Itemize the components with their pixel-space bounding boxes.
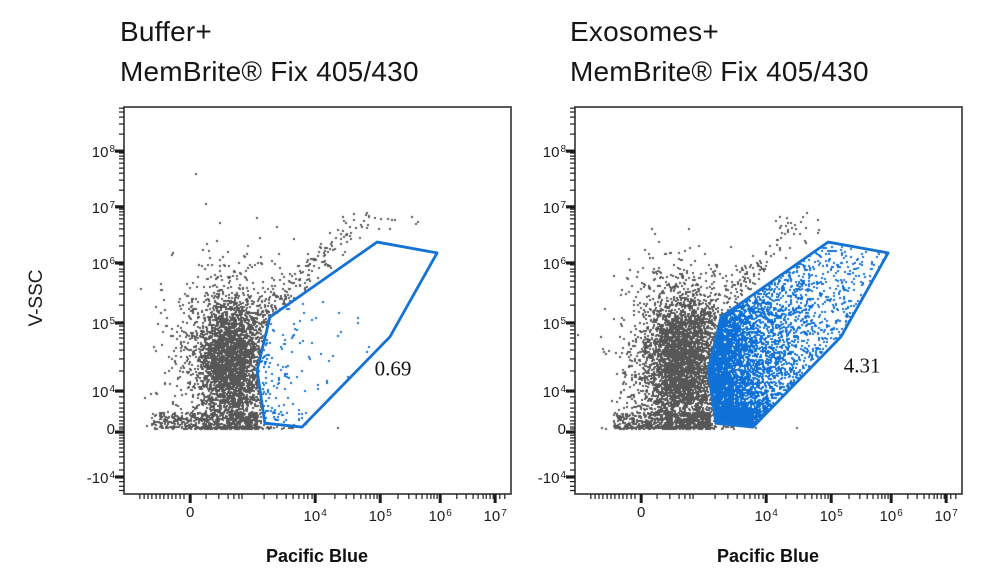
plot-frame-exosomes — [566, 106, 963, 503]
title-line-1: Buffer+ — [120, 16, 212, 47]
y-tick-label: 106 — [542, 255, 566, 273]
x-tick-label: 104 — [303, 508, 327, 525]
x-tick-label: 104 — [754, 508, 778, 525]
y-axis-title: V-SSC — [26, 269, 47, 327]
y-tick-label: 106 — [91, 255, 115, 273]
x-axis-title-buffer: Pacific Blue — [265, 546, 369, 566]
panel-buffer-title: Buffer+ MemBrite® Fix 405/430 — [120, 12, 419, 92]
scatter-dots-buffer — [124, 107, 511, 494]
x-tick-label: 0 — [637, 504, 646, 521]
y-tick-label: 0 — [106, 421, 115, 439]
y-ticks — [566, 107, 575, 492]
y-tick-label: -104 — [86, 469, 115, 487]
y-tick-label: 0 — [557, 421, 566, 439]
y-tick-label: 108 — [91, 144, 115, 162]
scatter-dots-exosomes — [575, 107, 962, 494]
y-tick-label: -104 — [537, 469, 566, 487]
x-tick-label: 107 — [934, 508, 958, 525]
y-tick-label: 107 — [542, 199, 566, 217]
x-ticks — [139, 494, 506, 503]
plot-border — [123, 106, 512, 495]
title-line-1: Exosomes+ — [570, 16, 719, 47]
plot-border — [574, 106, 963, 495]
plot-frame-buffer — [115, 106, 512, 503]
title-line-2: MemBrite® Fix 405/430 — [570, 56, 869, 87]
y-tick-label: 107 — [91, 199, 115, 217]
x-axis-title-exosomes: Pacific Blue — [716, 546, 820, 566]
x-ticks — [590, 494, 957, 503]
x-tick-label: 105 — [368, 508, 392, 525]
x-tick-label: 105 — [819, 508, 843, 525]
title-line-2: MemBrite® Fix 405/430 — [120, 56, 419, 87]
x-tick-label: 0 — [186, 504, 195, 521]
gate-polygon — [706, 240, 890, 429]
gate-percentage-buffer: 0.69 — [374, 356, 412, 381]
x-tick-label: 107 — [483, 508, 507, 525]
gate-percentage-exosomes: 4.31 — [843, 353, 881, 378]
y-tick-label: 104 — [91, 384, 115, 402]
panel-exosomes-title: Exosomes+ MemBrite® Fix 405/430 — [570, 12, 869, 92]
y-tick-label: 104 — [542, 384, 566, 402]
x-tick-label: 106 — [428, 508, 452, 525]
y-tick-label: 105 — [91, 315, 115, 333]
y-ticks — [115, 107, 124, 492]
gate-polygon — [255, 240, 439, 429]
x-tick-label: 106 — [879, 508, 903, 525]
y-tick-label: 105 — [542, 315, 566, 333]
y-tick-label: 108 — [542, 144, 566, 162]
